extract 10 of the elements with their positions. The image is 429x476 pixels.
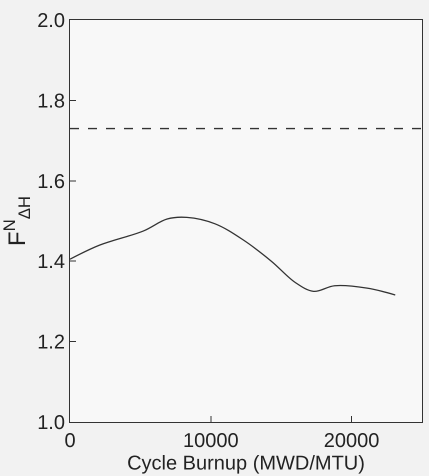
y-tick-label: 1.6: [37, 170, 65, 193]
y-tick-label: 2.0: [37, 10, 65, 32]
x-tick-label: 10000: [182, 430, 239, 452]
y-tick-label: 1.4: [37, 251, 65, 274]
x-tick-label: 20000: [324, 430, 380, 452]
x-tick-label: 0: [64, 430, 76, 452]
y-tick-label: 1.0: [37, 412, 65, 434]
y-tick-label: 1.8: [37, 90, 65, 112]
y-tick-label: 1.2: [37, 332, 65, 354]
x-axis-title: Cycle Burnup (MWD/MTU): [127, 452, 365, 474]
